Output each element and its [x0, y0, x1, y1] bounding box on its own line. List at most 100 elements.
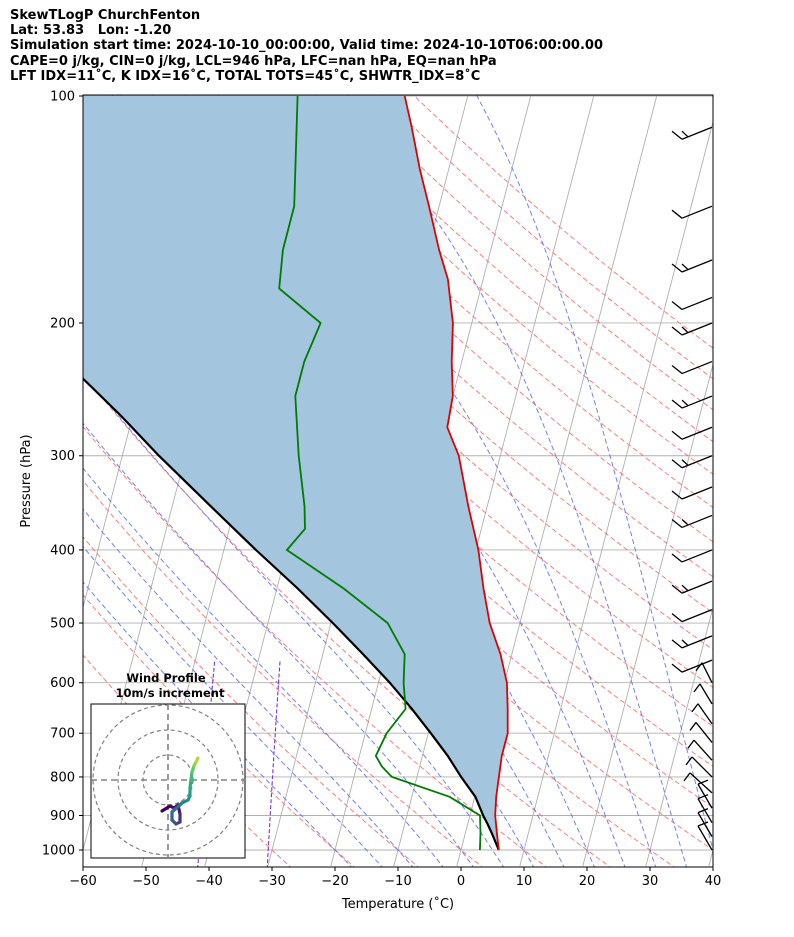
- dry-adiabat-line: [347, 95, 713, 411]
- wind-barb-shaft: [681, 259, 713, 273]
- wind-barb-shaft: [681, 486, 713, 500]
- wind-barb: [671, 486, 713, 500]
- wind-barb-shaft: [681, 514, 713, 529]
- wind-barb-half: [681, 639, 689, 646]
- isotherm-line: [393, 95, 595, 867]
- wind-barb-shaft: [697, 825, 713, 851]
- x-axis-ticks: −60 −50 −40 −30 −20 −10 0 10 20 30 40: [69, 867, 721, 889]
- wind-barb: [671, 609, 713, 623]
- mixing-ratio-line: [266, 660, 281, 867]
- wind-barb: [697, 794, 713, 824]
- wind-barb: [671, 126, 713, 140]
- wind-barb-flag: [697, 808, 709, 814]
- temperature-line: [403, 95, 509, 851]
- wind-barbs: [671, 126, 713, 851]
- y-tick-label: 700: [50, 727, 75, 742]
- wind-barb-flag: [695, 662, 703, 672]
- wind-barb: [671, 322, 713, 336]
- wind-barb-flag: [671, 399, 683, 409]
- wind-barb-flag: [671, 459, 683, 469]
- y-tick-label: 400: [50, 543, 75, 558]
- chart-title: SkewTLogP ChurchFenton: [10, 8, 201, 23]
- wind-barb-flag: [671, 518, 683, 528]
- wind-barb-flag: [671, 584, 683, 594]
- wind-barb: [693, 683, 713, 705]
- wind-barb-shaft: [681, 360, 713, 375]
- wind-barb-flag: [671, 365, 683, 375]
- moist-adiabat-line: [475, 95, 713, 853]
- x-tick-label: −40: [195, 874, 222, 889]
- moist-adiabat-line: [83, 467, 444, 867]
- dry-adiabat-line: [184, 95, 713, 578]
- wind-barb-flag: [671, 263, 683, 273]
- wind-barb: [671, 659, 713, 673]
- moist-adiabat-line: [83, 545, 383, 867]
- wind-barb: [671, 549, 713, 563]
- wind-barb: [685, 756, 713, 778]
- x-tick-label: 30: [642, 874, 659, 889]
- wind-barb: [671, 514, 713, 529]
- x-tick-label: −10: [384, 874, 411, 889]
- cape-cin-shading: [83, 96, 508, 850]
- dry-adiabat-line: [83, 594, 356, 867]
- wind-barb: [671, 580, 713, 594]
- wind-barb-shaft: [697, 798, 713, 824]
- y-tick-label: 900: [50, 809, 75, 824]
- moist-adiabat-line: [339, 95, 688, 867]
- wind-barb-flag: [685, 756, 693, 766]
- wind-barb-shaft: [681, 126, 713, 140]
- wind-barb-half: [681, 399, 689, 407]
- wind-barb: [671, 296, 713, 311]
- x-tick-label: 20: [579, 874, 596, 889]
- wind-barb-shaft: [701, 662, 713, 684]
- wind-barb-flag: [671, 663, 683, 673]
- cin-shade-region: [83, 96, 508, 850]
- wind-barb: [671, 259, 713, 273]
- wind-barb-shaft: [695, 722, 713, 743]
- wind-barb-flag: [671, 209, 683, 219]
- wind-barb: [687, 739, 713, 761]
- wind-barb-shaft: [681, 609, 713, 623]
- y-tick-label: 200: [50, 316, 75, 331]
- wind-barb-flag: [671, 490, 683, 500]
- x-tick-label: −50: [132, 874, 159, 889]
- y-axis-ticks: 100 200 300 400 500 600 700 800 900 1000: [42, 90, 83, 859]
- profile-lines: [83, 95, 509, 851]
- wind-barb-flag: [671, 130, 683, 140]
- dewpoint-line: [278, 95, 482, 851]
- stability-line: CAPE=0 j/kg, CIN=0 j/kg, LCL=946 hPa, LF…: [10, 53, 497, 69]
- wind-barb: [683, 772, 713, 794]
- hodograph-title: Wind Profile: [126, 671, 206, 685]
- wind-barb-shaft: [681, 426, 713, 440]
- wind-barb-flag: [671, 553, 683, 563]
- wind-barb-flag: [671, 300, 683, 310]
- wind-barb-flag: [671, 430, 683, 440]
- moist-adiabat-line: [83, 508, 414, 867]
- isotherm-line: [645, 605, 713, 867]
- wind-barb-flag: [693, 683, 701, 693]
- x-tick-label: 0: [457, 874, 465, 889]
- wind-barb-half: [681, 584, 689, 592]
- dry-adiabat-line: [83, 536, 420, 867]
- wind-barb: [671, 426, 713, 440]
- parcel-path-line: [83, 377, 500, 851]
- wind-barb: [671, 360, 713, 375]
- wind-barb: [697, 808, 713, 837]
- wind-barb-half: [681, 326, 689, 334]
- wind-barb: [689, 722, 713, 743]
- x-tick-label: 10: [516, 874, 533, 889]
- moist-adiabat-line: [83, 581, 353, 867]
- y-tick-label: 300: [50, 449, 75, 464]
- x-tick-label: −20: [321, 874, 348, 889]
- isotherm-line: [708, 848, 713, 867]
- dry-adiabat-line: [315, 95, 713, 443]
- hodograph-segment: [170, 801, 184, 814]
- wind-barb-shaft: [681, 205, 713, 219]
- y-tick-label: 800: [50, 770, 75, 785]
- wind-barb-flag: [683, 772, 691, 782]
- isotherm-line: [83, 95, 91, 124]
- wind-barb: [671, 395, 713, 409]
- y-tick-label: 600: [50, 676, 75, 691]
- isotherm-line: [519, 120, 713, 867]
